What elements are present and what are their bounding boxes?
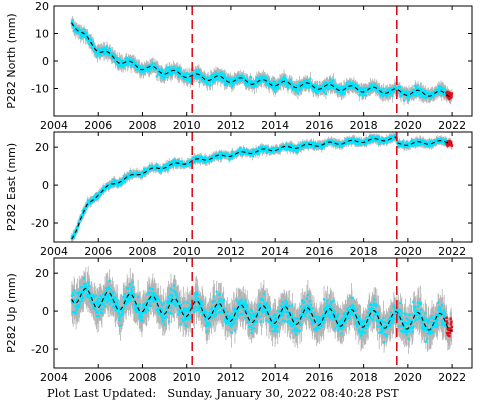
trend-line bbox=[71, 22, 453, 98]
x-tick-label: 2012 bbox=[217, 245, 245, 258]
x-tick-label: 2020 bbox=[394, 119, 422, 132]
data-points bbox=[70, 133, 448, 240]
x-tick-label: 2016 bbox=[305, 245, 333, 258]
x-tick-label: 2004 bbox=[40, 371, 68, 384]
x-tick-label: 2018 bbox=[350, 371, 378, 384]
x-tick-label: 2004 bbox=[40, 245, 68, 258]
y-tick-label: 0 bbox=[42, 179, 49, 192]
x-tick-label: 2022 bbox=[438, 119, 466, 132]
y-tick-label: 20 bbox=[35, 267, 49, 280]
x-tick-label: 2016 bbox=[305, 119, 333, 132]
x-tick-label: 2010 bbox=[173, 245, 201, 258]
plot-area bbox=[70, 15, 454, 106]
y-tick-label: 20 bbox=[35, 141, 49, 154]
x-tick-label: 2006 bbox=[84, 119, 112, 132]
x-tick-label: 2012 bbox=[217, 119, 245, 132]
last-updated-timestamp: Sunday, January 30, 2022 08:40:28 PST bbox=[167, 386, 399, 400]
x-tick-label: 2010 bbox=[173, 119, 201, 132]
plot-last-updated: Plot Last Updated: Sunday, January 30, 2… bbox=[47, 386, 399, 400]
x-tick-label: 2020 bbox=[394, 245, 422, 258]
x-tick-label: 2020 bbox=[394, 371, 422, 384]
x-tick-label: 2022 bbox=[438, 245, 466, 258]
panel-frame bbox=[53, 257, 473, 369]
trend-line bbox=[71, 288, 453, 332]
trend-line bbox=[71, 136, 453, 240]
recent-data-points bbox=[445, 139, 454, 148]
x-tick-label: 2014 bbox=[261, 245, 289, 258]
panel-frame bbox=[53, 131, 473, 243]
panel-2: 2004 2006 2008 2010 2012 2014 2016 2018 2020 2022… bbox=[5, 131, 473, 258]
x-tick-label: 2008 bbox=[128, 245, 156, 258]
x-tick-label: 2008 bbox=[128, 119, 156, 132]
y-tick-label: -10 bbox=[31, 83, 49, 96]
y-axis-title: P282 North (mm) bbox=[5, 13, 18, 108]
y-axis-title: P282 East (mm) bbox=[5, 143, 18, 231]
x-tick-label: 2014 bbox=[261, 119, 289, 132]
x-tick-label: 2016 bbox=[305, 371, 333, 384]
x-tick-label: 2014 bbox=[261, 371, 289, 384]
plot-area bbox=[70, 132, 454, 242]
y-tick-label: 0 bbox=[42, 55, 49, 68]
y-tick-label: 0 bbox=[42, 305, 49, 318]
y-tick-label: 10 bbox=[35, 28, 49, 41]
x-tick-label: 2018 bbox=[350, 119, 378, 132]
y-tick-label: -20 bbox=[31, 343, 49, 356]
x-tick-label: 2022 bbox=[438, 371, 466, 384]
y-axis-title: P282 Up (mm) bbox=[5, 273, 18, 353]
x-tick-label: 2010 bbox=[173, 371, 201, 384]
recent-data-points bbox=[445, 316, 454, 338]
x-tick-label: 2018 bbox=[350, 245, 378, 258]
x-tick-label: 2004 bbox=[40, 119, 68, 132]
x-tick-label: 2006 bbox=[84, 245, 112, 258]
y-tick-label: -20 bbox=[31, 217, 49, 230]
last-updated-label: Plot Last Updated: bbox=[47, 386, 157, 400]
x-tick-label: 2008 bbox=[128, 371, 156, 384]
plot-area bbox=[70, 266, 454, 354]
panel-1: 2004 2006 2008 2010 2012 2014 2016 2018 2020 2022… bbox=[5, 0, 473, 132]
x-tick-label: 2006 bbox=[84, 371, 112, 384]
data-points bbox=[70, 20, 448, 102]
y-tick-label: 20 bbox=[35, 0, 49, 13]
panel-3: 2004 2006 2008 2010 2012 2014 2016 2018 2020 2022… bbox=[5, 257, 473, 384]
x-tick-label: 2012 bbox=[217, 371, 245, 384]
recent-data-points bbox=[445, 90, 454, 101]
